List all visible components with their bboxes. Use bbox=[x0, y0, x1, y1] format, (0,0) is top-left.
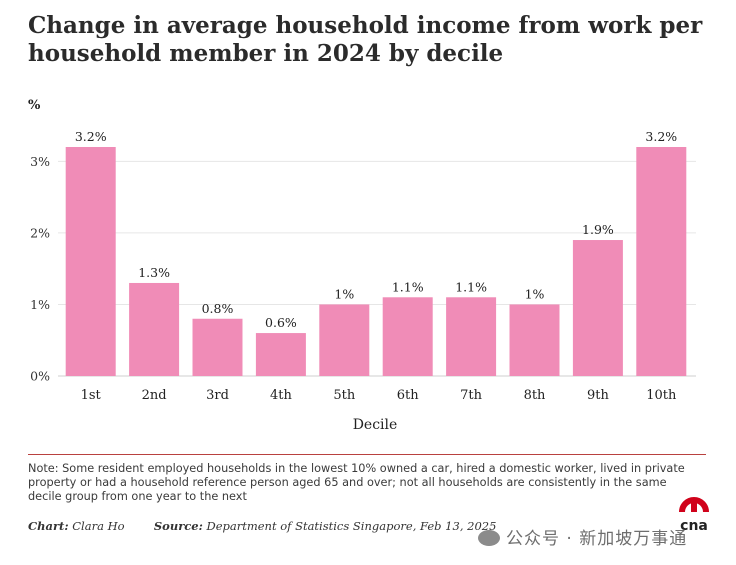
y-tick-label: 3% bbox=[30, 154, 50, 169]
data-labels: 3.2% 1.3% 0.8% 0.6% 1% 1.1% 1.1% 1% 1.9% 3.2% bbox=[75, 129, 677, 330]
x-tick-label: 10th bbox=[646, 388, 677, 403]
data-label: 1.1% bbox=[392, 279, 424, 294]
y-tick-label: 2% bbox=[30, 225, 50, 240]
x-tick-label: 4th bbox=[270, 388, 292, 403]
x-tick-label: 6th bbox=[397, 388, 419, 403]
source-label: Source: bbox=[153, 519, 203, 533]
x-tick-label: 1st bbox=[81, 388, 102, 403]
data-label: 1% bbox=[525, 286, 545, 301]
data-label: 1% bbox=[334, 286, 354, 301]
x-tick-label: 3rd bbox=[206, 388, 229, 403]
data-label: 0.6% bbox=[265, 315, 297, 330]
data-label: 0.8% bbox=[202, 301, 234, 316]
chart-credit-label: Chart: bbox=[28, 519, 69, 533]
data-label: 3.2% bbox=[645, 129, 677, 144]
data-label: 1.3% bbox=[138, 265, 170, 280]
bar-chart: 3.2% 1.3% 0.8% 0.6% 1% 1.1% 1.1% 1% 1.9% 3.2% 0% 1… bbox=[28, 98, 696, 433]
cna-logo: cna bbox=[679, 497, 709, 534]
x-tick-label: 5th bbox=[333, 388, 355, 403]
x-tick-label: 2nd bbox=[142, 388, 167, 403]
credits: Chart: Clara Ho Source: Department of St… bbox=[28, 519, 496, 533]
bar-9th bbox=[572, 240, 623, 376]
wechat-icon bbox=[478, 530, 500, 546]
x-tick-label: 9th bbox=[587, 388, 609, 403]
x-tick-label: 7th bbox=[460, 388, 482, 403]
y-tick-label: 1% bbox=[30, 297, 50, 312]
x-axis-title: Decile bbox=[353, 417, 398, 433]
source-text: Department of Statistics Singapore, Feb … bbox=[206, 519, 497, 533]
y-tick-label: 0% bbox=[30, 369, 50, 384]
bar-10th bbox=[636, 147, 687, 376]
data-label: 1.1% bbox=[455, 279, 487, 294]
data-label: 1.9% bbox=[582, 222, 614, 237]
bar-7th bbox=[446, 297, 497, 376]
bar-4th bbox=[255, 333, 306, 376]
bar-6th bbox=[382, 297, 433, 376]
data-label: 3.2% bbox=[75, 129, 107, 144]
axis-ticks: 0% 1% 2% 3% 1st 2nd 3rd 4th 5th 6th 7th 8th 9th 10th bbox=[30, 154, 677, 403]
chart-title: Change in average household income from … bbox=[28, 12, 703, 67]
watermark-text: 公众号 · 新加坡万事通 bbox=[506, 529, 688, 549]
bar-5th bbox=[319, 304, 370, 376]
footer-divider bbox=[28, 454, 706, 455]
bar-1st bbox=[65, 147, 116, 376]
y-axis-unit-label: % bbox=[28, 98, 41, 113]
x-tick-label: 8th bbox=[524, 388, 546, 403]
bars bbox=[65, 147, 687, 376]
bar-8th bbox=[509, 304, 560, 376]
wechat-watermark: 公众号 · 新加坡万事通 bbox=[478, 524, 687, 549]
bar-3rd bbox=[192, 318, 243, 376]
cna-logo-text: cna bbox=[680, 518, 708, 534]
bar-2nd bbox=[129, 282, 180, 376]
footnote: Note: Some resident employed households … bbox=[28, 462, 685, 503]
chart-credit-author: Clara Ho bbox=[72, 519, 125, 533]
